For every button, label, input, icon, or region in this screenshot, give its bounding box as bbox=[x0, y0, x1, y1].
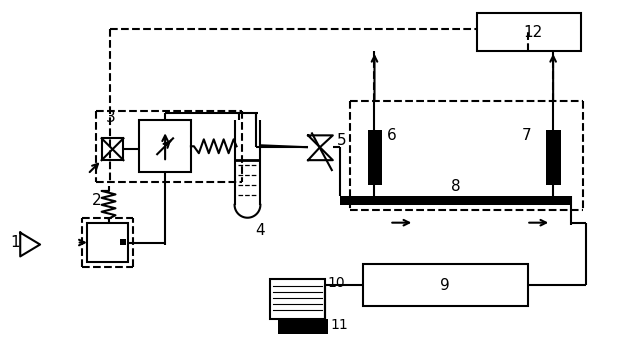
Text: 10: 10 bbox=[328, 276, 345, 290]
Bar bbox=[279, 319, 328, 334]
Text: 2: 2 bbox=[92, 193, 102, 208]
Text: 6: 6 bbox=[386, 128, 396, 143]
Bar bbox=[477, 13, 581, 51]
Bar bbox=[139, 121, 191, 172]
Bar bbox=[363, 264, 528, 306]
Text: 12: 12 bbox=[523, 25, 543, 40]
Bar bbox=[121, 238, 126, 245]
Text: 3: 3 bbox=[106, 110, 115, 126]
Text: 4: 4 bbox=[256, 223, 265, 238]
Bar bbox=[87, 223, 128, 262]
Text: 5: 5 bbox=[337, 133, 347, 148]
Bar bbox=[340, 196, 571, 205]
Bar bbox=[546, 130, 561, 185]
Text: 1: 1 bbox=[11, 236, 20, 250]
Text: 8: 8 bbox=[451, 179, 461, 194]
Text: 11: 11 bbox=[331, 318, 348, 332]
Text: 9: 9 bbox=[440, 278, 450, 293]
Bar bbox=[102, 138, 123, 160]
Bar bbox=[271, 279, 325, 319]
Text: 7: 7 bbox=[521, 128, 531, 143]
Bar bbox=[368, 130, 383, 185]
